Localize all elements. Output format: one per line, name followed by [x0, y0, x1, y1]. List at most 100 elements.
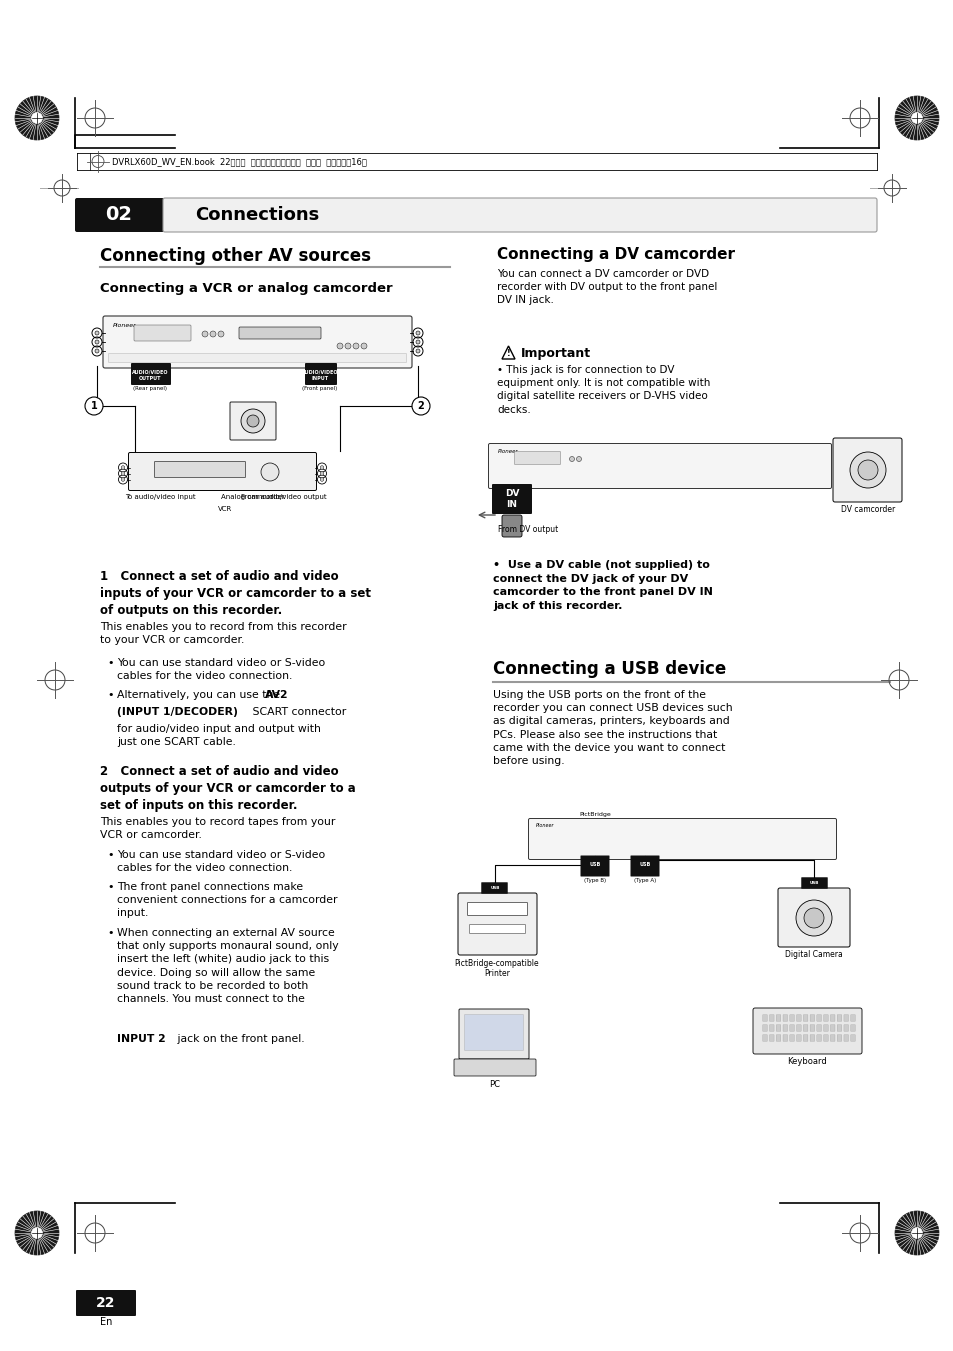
- Text: PC: PC: [489, 1079, 500, 1089]
- Text: set of inputs on this recorder.: set of inputs on this recorder.: [100, 798, 297, 812]
- Text: Keyboard: Keyboard: [786, 1056, 826, 1066]
- FancyBboxPatch shape: [769, 1024, 773, 1031]
- Circle shape: [202, 331, 208, 336]
- Text: USB: USB: [490, 886, 499, 890]
- FancyBboxPatch shape: [809, 1035, 814, 1042]
- FancyBboxPatch shape: [103, 316, 412, 367]
- FancyBboxPatch shape: [829, 1024, 834, 1031]
- FancyBboxPatch shape: [816, 1035, 821, 1042]
- FancyBboxPatch shape: [832, 438, 901, 503]
- FancyBboxPatch shape: [843, 1015, 847, 1021]
- Circle shape: [795, 900, 831, 936]
- FancyBboxPatch shape: [850, 1024, 855, 1031]
- Circle shape: [261, 463, 278, 481]
- Text: •: •: [107, 850, 113, 861]
- FancyBboxPatch shape: [467, 902, 527, 916]
- FancyBboxPatch shape: [837, 1024, 841, 1031]
- Text: !: !: [506, 350, 510, 358]
- FancyBboxPatch shape: [481, 882, 507, 893]
- Circle shape: [416, 340, 419, 345]
- FancyBboxPatch shape: [492, 484, 532, 513]
- Circle shape: [95, 331, 99, 335]
- Text: Important: Important: [520, 346, 591, 359]
- Text: 1: 1: [91, 401, 97, 411]
- Text: • This jack is for connection to DV
equipment only. It is not compatible with
di: • This jack is for connection to DV equi…: [497, 365, 710, 415]
- Circle shape: [894, 1210, 938, 1255]
- Text: When connecting an external AV source
that only supports monaural sound, only
in: When connecting an external AV source th…: [117, 928, 338, 1004]
- Text: of outputs on this recorder.: of outputs on this recorder.: [100, 604, 282, 617]
- Text: Connections: Connections: [194, 205, 319, 224]
- FancyBboxPatch shape: [776, 1024, 780, 1031]
- Text: (Rear panel): (Rear panel): [132, 386, 167, 390]
- FancyBboxPatch shape: [761, 1035, 766, 1042]
- FancyBboxPatch shape: [154, 462, 245, 477]
- Circle shape: [121, 466, 125, 469]
- Text: The front panel connections make
convenient connections for a camcorder
input.: The front panel connections make conveni…: [117, 882, 337, 919]
- Text: •: •: [107, 882, 113, 892]
- FancyBboxPatch shape: [776, 1015, 780, 1021]
- Circle shape: [849, 453, 885, 488]
- Text: Digital Camera: Digital Camera: [784, 950, 842, 959]
- FancyBboxPatch shape: [528, 819, 836, 859]
- Text: •  Use a DV cable (not supplied) to
connect the DV jack of your DV
camcorder to : • Use a DV cable (not supplied) to conne…: [493, 561, 712, 611]
- Text: (Front panel): (Front panel): [302, 386, 337, 390]
- Text: This enables you to record tapes from your
VCR or camcorder.: This enables you to record tapes from yo…: [100, 817, 335, 840]
- FancyBboxPatch shape: [796, 1015, 801, 1021]
- Text: 1   Connect a set of audio and video: 1 Connect a set of audio and video: [100, 570, 338, 584]
- FancyBboxPatch shape: [549, 824, 588, 835]
- Circle shape: [416, 349, 419, 353]
- FancyBboxPatch shape: [782, 1035, 787, 1042]
- Circle shape: [218, 331, 224, 336]
- Text: SCART connector: SCART connector: [249, 707, 346, 717]
- Circle shape: [95, 340, 99, 345]
- FancyBboxPatch shape: [464, 1015, 523, 1051]
- FancyBboxPatch shape: [133, 326, 191, 340]
- FancyBboxPatch shape: [850, 1015, 855, 1021]
- Circle shape: [85, 397, 103, 415]
- FancyBboxPatch shape: [802, 1024, 807, 1031]
- FancyBboxPatch shape: [801, 878, 826, 889]
- Text: AUDIO/VIDEO
OUTPUT: AUDIO/VIDEO OUTPUT: [132, 370, 168, 381]
- Text: (Type A): (Type A): [633, 878, 656, 884]
- Text: •: •: [107, 658, 113, 667]
- FancyBboxPatch shape: [776, 1035, 780, 1042]
- Circle shape: [576, 457, 581, 462]
- FancyBboxPatch shape: [488, 443, 831, 489]
- FancyBboxPatch shape: [579, 855, 609, 877]
- Circle shape: [31, 1228, 43, 1239]
- Text: PictBridge: PictBridge: [578, 812, 610, 817]
- Text: Alternatively, you can use the: Alternatively, you can use the: [117, 690, 283, 700]
- Text: outputs of your VCR or camcorder to a: outputs of your VCR or camcorder to a: [100, 782, 355, 794]
- Circle shape: [894, 96, 938, 141]
- Text: DV camcorder: DV camcorder: [840, 505, 894, 513]
- FancyBboxPatch shape: [75, 199, 164, 232]
- FancyBboxPatch shape: [131, 363, 171, 385]
- Text: You can connect a DV camcorder or DVD
recorder with DV output to the front panel: You can connect a DV camcorder or DVD re…: [497, 269, 717, 305]
- Text: 2: 2: [417, 401, 424, 411]
- FancyBboxPatch shape: [239, 327, 320, 339]
- FancyBboxPatch shape: [837, 1015, 841, 1021]
- FancyBboxPatch shape: [454, 1059, 536, 1075]
- Circle shape: [345, 343, 351, 349]
- Circle shape: [210, 331, 215, 336]
- Circle shape: [353, 343, 358, 349]
- Text: inputs of your VCR or camcorder to a set: inputs of your VCR or camcorder to a set: [100, 586, 371, 600]
- Text: Connecting other AV sources: Connecting other AV sources: [100, 247, 371, 265]
- FancyBboxPatch shape: [850, 1035, 855, 1042]
- FancyBboxPatch shape: [816, 1015, 821, 1021]
- Circle shape: [360, 343, 367, 349]
- Circle shape: [336, 343, 343, 349]
- Circle shape: [857, 459, 877, 480]
- FancyBboxPatch shape: [469, 924, 525, 934]
- Circle shape: [320, 471, 323, 476]
- Text: Pioneer: Pioneer: [536, 823, 554, 828]
- FancyBboxPatch shape: [843, 1035, 847, 1042]
- FancyBboxPatch shape: [789, 1015, 794, 1021]
- FancyBboxPatch shape: [769, 1035, 773, 1042]
- FancyBboxPatch shape: [129, 453, 316, 490]
- Circle shape: [910, 112, 922, 123]
- FancyBboxPatch shape: [76, 1290, 136, 1316]
- Text: Connecting a DV camcorder: Connecting a DV camcorder: [497, 247, 734, 262]
- Text: •: •: [107, 928, 113, 938]
- Text: DVRLX60D_WV_EN.book  22ページ  ２００７年３月２６日  月曜日  午後１２時16分: DVRLX60D_WV_EN.book 22ページ ２００７年３月２６日 月曜日…: [112, 158, 367, 166]
